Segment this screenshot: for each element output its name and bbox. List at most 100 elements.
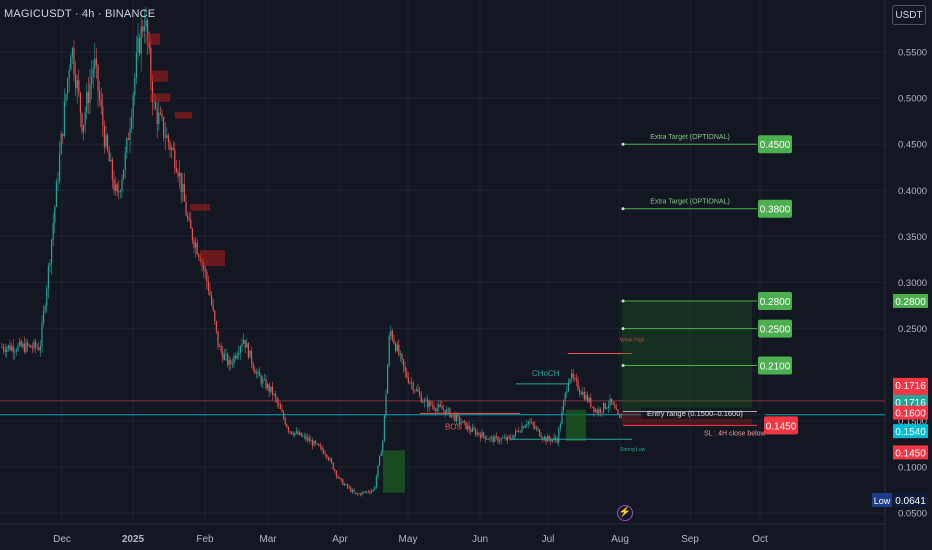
candle-body xyxy=(283,412,285,419)
candle-body xyxy=(503,437,505,439)
candle-body xyxy=(113,179,115,191)
candle-body xyxy=(593,406,595,412)
axis-price-tag xyxy=(893,445,928,460)
candle-body xyxy=(83,125,85,132)
candle-body xyxy=(372,489,374,491)
candle-body xyxy=(553,437,555,440)
y-tick-label: 0.2500 xyxy=(898,324,927,335)
candle-body xyxy=(577,380,579,390)
candle-body xyxy=(62,133,64,136)
candle-body xyxy=(425,399,427,401)
candle-body xyxy=(121,179,123,192)
candle-body xyxy=(495,436,497,437)
candle-body xyxy=(491,437,493,438)
target-tag-text: 0.4500 xyxy=(760,140,791,151)
candle-body xyxy=(254,369,256,374)
demand-zone xyxy=(566,409,586,442)
candle-body xyxy=(532,422,534,426)
candle-body xyxy=(567,382,569,392)
candle-body xyxy=(155,101,157,109)
candle-body xyxy=(102,106,104,126)
target-dot xyxy=(621,142,625,146)
candle-body xyxy=(35,341,37,348)
candle-body xyxy=(183,184,185,202)
candle-body xyxy=(430,401,432,406)
lightning-icon[interactable]: ⚡ xyxy=(617,505,633,521)
candle-body xyxy=(494,436,496,442)
candle-body xyxy=(17,344,19,351)
candle-body xyxy=(334,469,336,471)
axis-price-tag-text: 0.1450 xyxy=(895,448,926,459)
candle-body xyxy=(143,26,145,32)
x-tick-label: Aug xyxy=(611,534,629,545)
candle-body xyxy=(190,219,192,229)
candle-body xyxy=(369,492,371,493)
candle-body xyxy=(329,458,331,460)
candle-body xyxy=(30,345,32,348)
candle-body xyxy=(308,437,310,442)
candle-body xyxy=(7,345,9,349)
candle-body xyxy=(609,398,611,406)
candle-body xyxy=(412,383,414,391)
candle-body xyxy=(431,405,433,407)
axis-price-tag xyxy=(893,293,928,308)
candle-body xyxy=(499,440,501,442)
candle-body xyxy=(516,430,518,432)
currency-button[interactable]: USDT xyxy=(892,5,926,25)
candle-body xyxy=(159,112,161,114)
candle-body xyxy=(99,91,101,100)
candle-body xyxy=(366,491,368,493)
candle-body xyxy=(59,153,61,182)
candle-body xyxy=(14,351,16,353)
candle-body xyxy=(70,56,72,70)
candle-body xyxy=(247,343,249,358)
candle-body xyxy=(236,355,238,359)
candle-body xyxy=(441,406,443,410)
candle-body xyxy=(393,339,395,344)
candle-body xyxy=(118,191,120,193)
candle-body xyxy=(510,437,512,439)
candle-body xyxy=(396,344,398,351)
candle-body xyxy=(150,47,152,81)
axis-price-tag-text: 0.2800 xyxy=(895,297,926,308)
candle-body xyxy=(217,330,219,347)
candle-body xyxy=(307,437,309,440)
candle-body xyxy=(187,215,189,219)
candle-body xyxy=(167,135,169,143)
long-target-box xyxy=(622,300,752,412)
candle-body xyxy=(305,435,307,440)
axis-price-tag xyxy=(893,405,928,420)
candle-body xyxy=(164,136,166,138)
candle-body xyxy=(49,263,51,266)
candle-body xyxy=(484,436,486,440)
candle-body xyxy=(225,354,227,355)
candle-body xyxy=(31,347,33,349)
candle-body xyxy=(19,341,21,345)
candle-body xyxy=(415,389,417,391)
candle-body xyxy=(214,310,216,322)
candle-body xyxy=(435,409,437,411)
stop-tag xyxy=(764,416,798,435)
candle-body xyxy=(238,352,240,356)
target-tag-text: 0.3800 xyxy=(760,205,791,216)
supply-zone xyxy=(150,70,168,82)
candle-body xyxy=(81,113,83,132)
candle-body xyxy=(470,429,472,432)
candle-body xyxy=(145,20,147,27)
candle-body xyxy=(471,427,473,432)
candle-body xyxy=(9,345,11,351)
candle-body xyxy=(302,435,304,437)
candle-body xyxy=(324,453,326,455)
candle-body xyxy=(131,117,133,129)
y-tick-label: 0.0500 xyxy=(898,509,927,520)
candle-body xyxy=(479,434,481,438)
candle-body xyxy=(414,390,416,392)
candle-body xyxy=(246,343,248,348)
candle-body xyxy=(137,37,139,53)
candle-body xyxy=(507,436,509,441)
candle-body xyxy=(313,440,315,446)
candle-body xyxy=(407,377,409,383)
candle-body xyxy=(126,138,128,153)
entry-label-bg xyxy=(641,407,765,419)
